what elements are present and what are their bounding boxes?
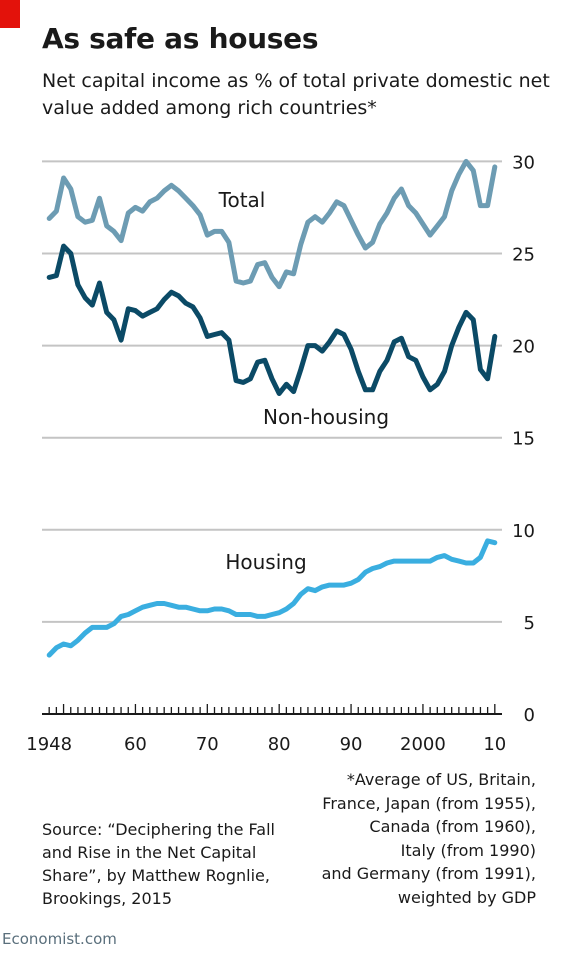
- y-tick-label: 0: [524, 705, 535, 726]
- series-label-non-housing: Non-housing: [263, 405, 389, 429]
- series-labels: Total Non-housing Housing: [218, 188, 389, 574]
- chart-title: As safe as houses: [42, 22, 319, 55]
- x-tick-label: 90: [340, 734, 363, 755]
- gridlines: 0 5 10 15 20 25 30: [42, 152, 535, 726]
- series-line-non-housing: [46, 243, 498, 396]
- chart-subtitle: Net capital income as % of total private…: [42, 70, 550, 119]
- x-tick-label: 70: [196, 734, 219, 755]
- y-tick-label: 20: [512, 337, 535, 358]
- series-lines: [46, 158, 498, 658]
- y-tick-label: 30: [512, 152, 535, 173]
- x-tick-label: 2000: [400, 734, 446, 755]
- brand-accent-bar: [0, 0, 20, 28]
- y-tick-label: 10: [512, 521, 535, 542]
- y-tick-label: 5: [524, 613, 535, 634]
- series-line-housing: [46, 538, 498, 658]
- line-chart: 0 5 10 15 20 25 30 1948 60 70 80 90 2000 10 Total Non…: [26, 152, 535, 755]
- source-note: Source: “Deciphering the Fall and Rise i…: [42, 820, 275, 908]
- y-tick-label: 15: [512, 429, 535, 450]
- y-tick-label: 25: [512, 245, 535, 266]
- brand-footer: Economist.com: [2, 930, 117, 948]
- x-axis: 1948 60 70 80 90 2000 10: [26, 704, 506, 755]
- x-tick-label: 60: [124, 734, 147, 755]
- series-label-housing: Housing: [225, 550, 306, 574]
- x-tick-label: 80: [268, 734, 291, 755]
- x-tick-label: 1948: [26, 734, 72, 755]
- series-line-total: [46, 158, 498, 290]
- x-tick-label: 10: [483, 734, 506, 755]
- series-label-total: Total: [218, 188, 266, 212]
- footnote: *Average of US, Britain, France, Japan (…: [321, 770, 536, 907]
